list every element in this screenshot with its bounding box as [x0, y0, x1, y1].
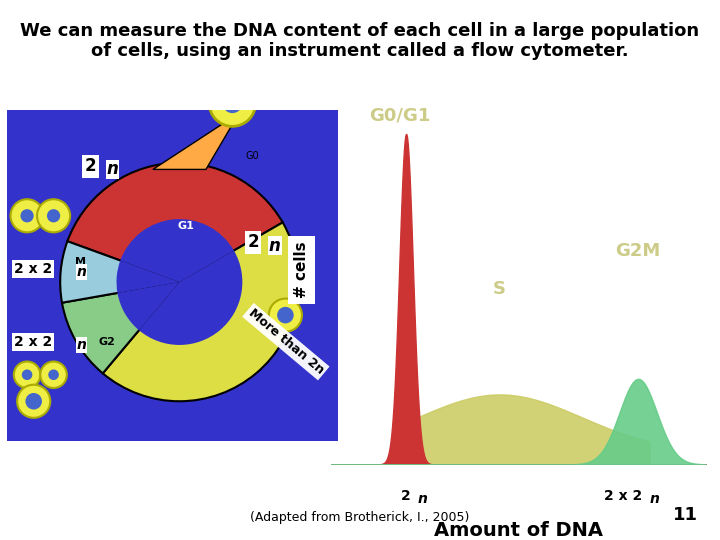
Wedge shape: [103, 222, 299, 401]
Circle shape: [17, 384, 50, 418]
Text: Amount of DNA: Amount of DNA: [434, 521, 603, 540]
Circle shape: [40, 361, 67, 388]
Text: 2: 2: [247, 233, 259, 251]
Text: 2: 2: [401, 489, 411, 503]
Text: G0: G0: [246, 151, 259, 161]
Text: G0/G1: G0/G1: [369, 107, 430, 125]
Circle shape: [11, 199, 44, 232]
Circle shape: [25, 393, 42, 409]
Text: We can measure the DNA content of each cell in a large population
of cells, usin: We can measure the DNA content of each c…: [20, 22, 700, 60]
Circle shape: [48, 369, 59, 380]
Wedge shape: [117, 260, 179, 293]
Text: 2 x 2: 2 x 2: [14, 335, 52, 349]
Text: n: n: [107, 160, 118, 178]
Circle shape: [47, 209, 60, 222]
Circle shape: [210, 80, 256, 126]
Text: S: S: [493, 280, 506, 299]
Text: More than 2n: More than 2n: [246, 306, 326, 377]
Text: n: n: [77, 265, 86, 279]
Text: 2: 2: [85, 157, 96, 175]
Text: n: n: [418, 491, 427, 505]
Circle shape: [222, 93, 243, 113]
Text: M: M: [75, 257, 86, 267]
Text: S: S: [258, 317, 266, 327]
Wedge shape: [120, 219, 234, 282]
Circle shape: [20, 209, 34, 222]
FancyBboxPatch shape: [7, 110, 338, 441]
Text: G1: G1: [178, 221, 194, 231]
Circle shape: [269, 299, 302, 332]
Circle shape: [14, 361, 40, 388]
Text: G2: G2: [98, 336, 115, 347]
Wedge shape: [60, 241, 179, 303]
Circle shape: [277, 307, 294, 323]
Text: n: n: [77, 338, 86, 352]
Wedge shape: [117, 282, 179, 330]
Text: n: n: [649, 491, 660, 505]
Text: n: n: [269, 237, 281, 254]
Circle shape: [22, 369, 32, 380]
Text: (Adapted from Brotherick, I., 2005): (Adapted from Brotherick, I., 2005): [251, 511, 469, 524]
Wedge shape: [139, 251, 243, 345]
Text: G2M: G2M: [616, 241, 661, 260]
Text: 2 x 2: 2 x 2: [14, 262, 52, 276]
Text: 11: 11: [673, 506, 698, 524]
Text: # cells: # cells: [294, 242, 309, 298]
Wedge shape: [62, 282, 179, 373]
Circle shape: [37, 199, 70, 232]
Text: 2 x 2: 2 x 2: [604, 489, 642, 503]
Polygon shape: [153, 113, 239, 170]
Wedge shape: [68, 163, 283, 282]
